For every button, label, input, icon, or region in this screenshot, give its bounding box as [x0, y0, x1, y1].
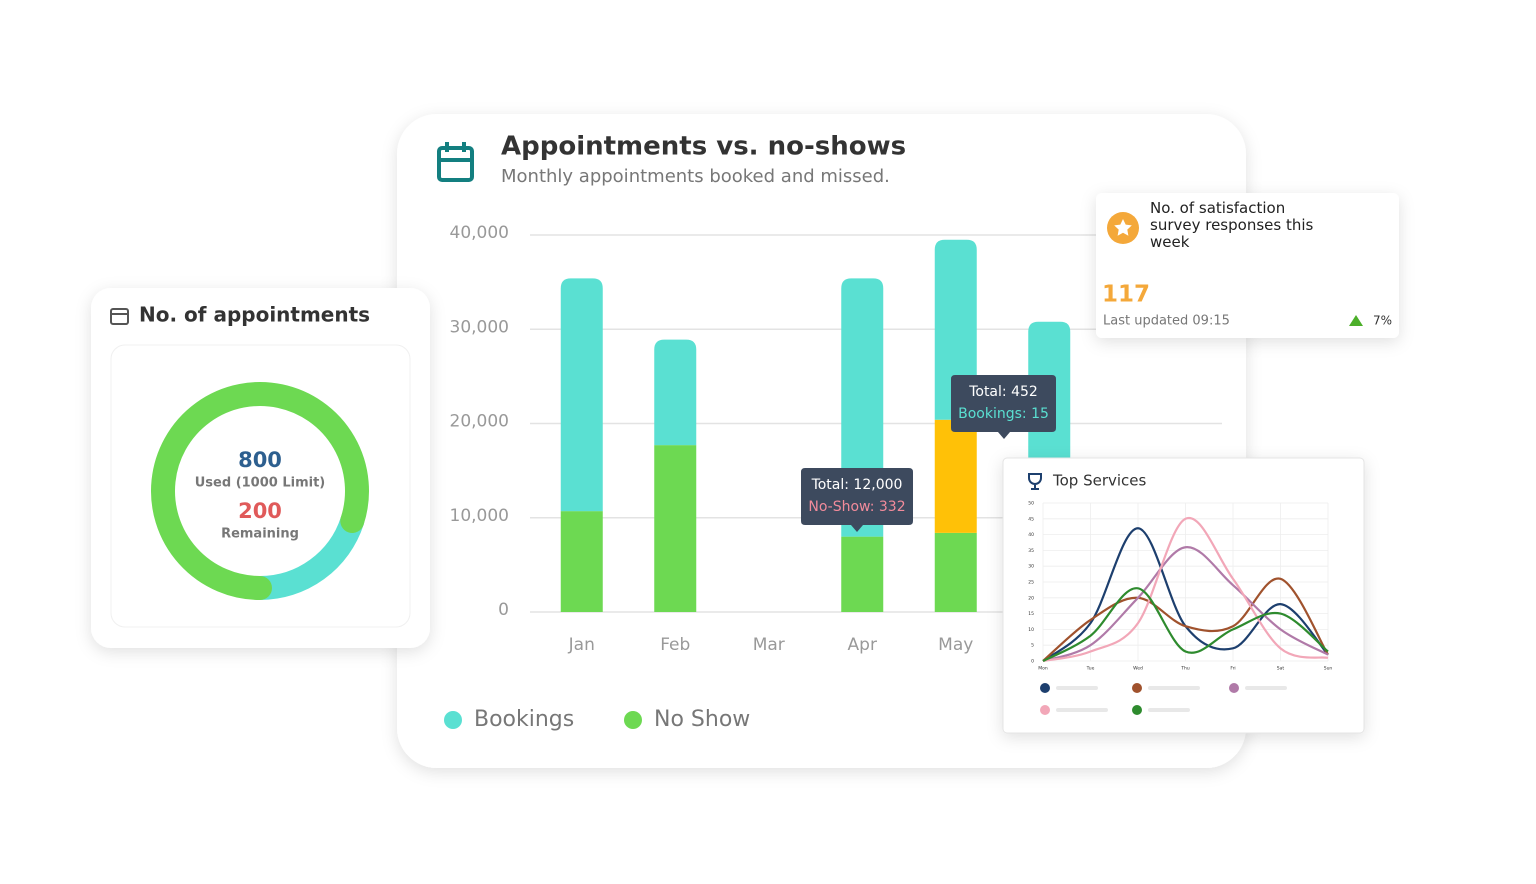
y-tick-label: 0 [498, 600, 509, 620]
top-services-card: Top Services 0 5 10 15 20 25 30 35 40 45 50 Mon Tue W… [1002, 457, 1365, 734]
y-tick-label: 20,000 [450, 412, 509, 432]
y-tick-label: 5 [1031, 643, 1034, 649]
bar-segment [560, 278, 603, 512]
survey-updated: Last updated 09:15 [1103, 314, 1230, 329]
y-tick-label: 30 [1028, 564, 1034, 570]
x-tick-label: Sat [1277, 666, 1285, 672]
survey-card: No. of satisfaction survey responses thi… [1096, 193, 1399, 338]
x-tick-label: Feb [660, 635, 690, 655]
legend-placeholder [1056, 708, 1108, 712]
card-bg [1002, 457, 1365, 734]
legend-placeholder [1245, 686, 1287, 690]
y-tick-label: 45 [1028, 516, 1034, 522]
legend-placeholder [1148, 686, 1200, 690]
x-tick-label: Apr [848, 635, 877, 655]
chart-subtitle: Monthly appointments booked and missed. [501, 166, 890, 187]
legend-placeholder [1148, 708, 1190, 712]
bar-segment [934, 532, 977, 612]
trophy-icon [1028, 473, 1042, 490]
tooltip-bg [951, 375, 1056, 439]
legend-marker [1132, 683, 1142, 693]
series-line [1042, 517, 1329, 663]
appointments-card: No. of appointments 800 Used (1000 Limit)… [91, 288, 430, 648]
legend-marker [1229, 683, 1239, 693]
calendar-icon [110, 308, 129, 325]
y-tick-label: 20 [1028, 595, 1034, 601]
series-line [1042, 527, 1329, 662]
chart-title: Appointments vs. no-shows [501, 132, 906, 162]
card-title: No. of appointments [139, 303, 370, 327]
y-tick-label: 10 [1028, 627, 1034, 633]
bar-segment [654, 445, 697, 612]
series-line [1042, 587, 1329, 662]
x-tick-label: Tue [1086, 666, 1095, 672]
survey-value: 117 [1102, 282, 1150, 308]
donut-label: Remaining [221, 527, 299, 542]
y-tick-label: 10,000 [450, 506, 509, 526]
donut-segment [151, 382, 369, 600]
tooltip-bg [801, 468, 913, 532]
bar-segment [654, 339, 697, 446]
card-bg [1096, 193, 1399, 338]
y-tick-label: 40 [1028, 532, 1034, 538]
legend-marker [1040, 683, 1050, 693]
x-tick-label: Fri [1230, 666, 1235, 672]
donut-segment [248, 508, 365, 600]
legend-label: No Show [654, 707, 750, 732]
bar-segment [934, 419, 977, 533]
x-tick-label: Mar [753, 635, 785, 655]
survey-title: No. of satisfaction survey responses thi… [1150, 200, 1314, 251]
x-tick-label: Wed [1133, 666, 1143, 672]
bar-segment [934, 239, 977, 420]
x-tick-label: Sun [1324, 666, 1333, 672]
donut-value: 200 [238, 499, 282, 523]
tooltip-text: Total: 452 [968, 384, 1038, 400]
legend-marker [444, 711, 462, 729]
donut-value: 800 [238, 448, 282, 472]
y-tick-label: 35 [1028, 548, 1034, 554]
y-tick-label: 15 [1028, 611, 1034, 617]
y-tick-label: 50 [1028, 501, 1034, 507]
tooltip-text: No-Show: 332 [808, 499, 905, 515]
calendar-icon [437, 142, 474, 182]
legend-marker [1132, 705, 1142, 715]
bar-segment [560, 511, 603, 612]
x-tick-label: Thu [1180, 666, 1190, 672]
x-tick-label: May [938, 635, 973, 655]
series-line [1042, 577, 1329, 662]
main-card: Appointments vs. no-shows Monthly appoin… [397, 114, 1246, 768]
y-tick-label: 0 [1031, 659, 1034, 665]
up-arrow [1349, 315, 1363, 326]
card-title: Top Services [1052, 472, 1147, 490]
legend-label: Bookings [474, 707, 574, 732]
bar-segment [841, 536, 884, 612]
legend-marker [1040, 705, 1050, 715]
survey-title-box: No. of satisfaction survey responses thi… [1150, 200, 1314, 251]
survey-change: 7% [1373, 314, 1392, 328]
tooltip-text: Total: 12,000 [811, 477, 903, 493]
series-line [1042, 546, 1329, 663]
star [1114, 219, 1132, 236]
legend-placeholder [1056, 686, 1098, 690]
y-tick-label: 40,000 [450, 223, 509, 243]
legend-marker [624, 711, 642, 729]
tooltip-text: Bookings: 15 [958, 406, 1049, 422]
x-tick-label: Jan [568, 635, 595, 655]
donut-label: Used (1000 Limit) [195, 476, 326, 491]
x-tick-label: Mon [1038, 666, 1048, 672]
y-tick-label: 25 [1028, 580, 1034, 586]
y-tick-label: 30,000 [450, 317, 509, 337]
